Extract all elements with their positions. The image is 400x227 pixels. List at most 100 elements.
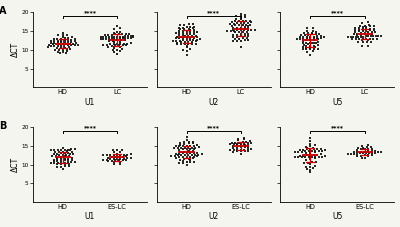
Point: [100, 154, 106, 157]
Point: [111, 35, 118, 39]
Point: [356, 28, 362, 32]
Point: [364, 143, 371, 147]
Point: [316, 149, 322, 152]
Point: [66, 162, 72, 165]
Point: [245, 25, 252, 28]
X-axis label: U2: U2: [208, 98, 219, 106]
Point: [117, 30, 123, 34]
Point: [245, 143, 252, 147]
Point: [245, 21, 251, 25]
Point: [190, 38, 196, 42]
Point: [110, 157, 117, 161]
Point: [187, 144, 193, 148]
Point: [248, 141, 255, 145]
Point: [56, 43, 62, 46]
Point: [48, 45, 54, 48]
Point: [124, 153, 130, 156]
Point: [245, 141, 251, 145]
Point: [58, 151, 64, 155]
Point: [372, 151, 378, 154]
Point: [238, 148, 244, 152]
Point: [234, 22, 240, 25]
Point: [54, 37, 60, 41]
Point: [233, 15, 240, 18]
Point: [187, 160, 194, 164]
Point: [238, 146, 244, 149]
Point: [187, 28, 194, 32]
Text: B: B: [0, 121, 6, 131]
Point: [58, 39, 64, 43]
Point: [173, 145, 179, 148]
Point: [227, 142, 233, 146]
Point: [197, 37, 204, 41]
Point: [234, 26, 240, 30]
Point: [114, 152, 120, 155]
Point: [189, 34, 195, 38]
Point: [192, 146, 198, 149]
Point: [122, 38, 128, 42]
Point: [180, 161, 186, 165]
Point: [316, 155, 322, 159]
Point: [114, 42, 120, 46]
Point: [293, 37, 300, 41]
Point: [240, 141, 246, 144]
Point: [319, 149, 325, 152]
Point: [173, 32, 179, 35]
Point: [117, 160, 123, 164]
Point: [366, 151, 372, 155]
Point: [105, 159, 111, 163]
Point: [51, 148, 57, 152]
Point: [370, 34, 376, 37]
Point: [242, 39, 248, 42]
Point: [109, 33, 115, 36]
Point: [122, 35, 128, 38]
Point: [58, 40, 64, 44]
Point: [65, 160, 71, 164]
Point: [367, 25, 373, 28]
Point: [117, 42, 124, 46]
Point: [183, 144, 190, 148]
Point: [125, 35, 131, 38]
Point: [121, 42, 127, 46]
Point: [118, 38, 124, 42]
Point: [62, 162, 68, 166]
Point: [303, 47, 310, 51]
Point: [61, 151, 68, 155]
Point: [111, 160, 117, 164]
Point: [228, 24, 235, 27]
Point: [126, 32, 132, 36]
Point: [307, 168, 314, 171]
Point: [300, 41, 306, 45]
Point: [58, 46, 64, 50]
Point: [60, 48, 66, 52]
Point: [66, 42, 73, 46]
Point: [242, 145, 248, 149]
Point: [228, 20, 235, 24]
Point: [303, 39, 310, 42]
Point: [112, 155, 118, 159]
Point: [123, 43, 129, 47]
Point: [194, 143, 200, 147]
Point: [305, 155, 312, 159]
Point: [241, 148, 248, 152]
Point: [230, 22, 237, 25]
Point: [177, 143, 184, 146]
Point: [321, 36, 327, 39]
Point: [183, 155, 190, 159]
Point: [124, 42, 130, 46]
Point: [354, 152, 360, 155]
Point: [119, 36, 126, 40]
Point: [72, 160, 78, 164]
Point: [296, 36, 303, 39]
Point: [111, 31, 117, 35]
Point: [301, 162, 307, 165]
Point: [311, 44, 317, 48]
Point: [317, 36, 324, 39]
Point: [116, 35, 123, 39]
Point: [358, 156, 365, 160]
Point: [315, 47, 321, 51]
Point: [245, 27, 252, 30]
Point: [198, 153, 205, 156]
Point: [181, 157, 188, 161]
Point: [369, 147, 375, 151]
